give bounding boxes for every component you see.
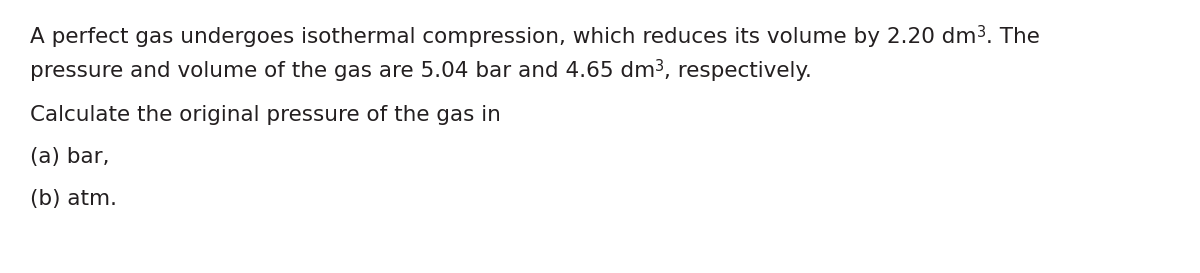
Text: . The: . The	[985, 27, 1039, 47]
Text: pressure and volume of the gas are 5.04 bar and 4.65 dm: pressure and volume of the gas are 5.04 …	[30, 61, 655, 81]
Text: A perfect gas undergoes isothermal compression, which reduces its volume by 2.20: A perfect gas undergoes isothermal compr…	[30, 27, 977, 47]
Text: 3: 3	[655, 59, 665, 74]
Text: 3: 3	[977, 25, 985, 40]
Text: Calculate the original pressure of the gas in: Calculate the original pressure of the g…	[30, 105, 500, 125]
Text: (a) bar,: (a) bar,	[30, 147, 109, 167]
Text: , respectively.: , respectively.	[665, 61, 812, 81]
Text: (b) atm.: (b) atm.	[30, 189, 118, 209]
